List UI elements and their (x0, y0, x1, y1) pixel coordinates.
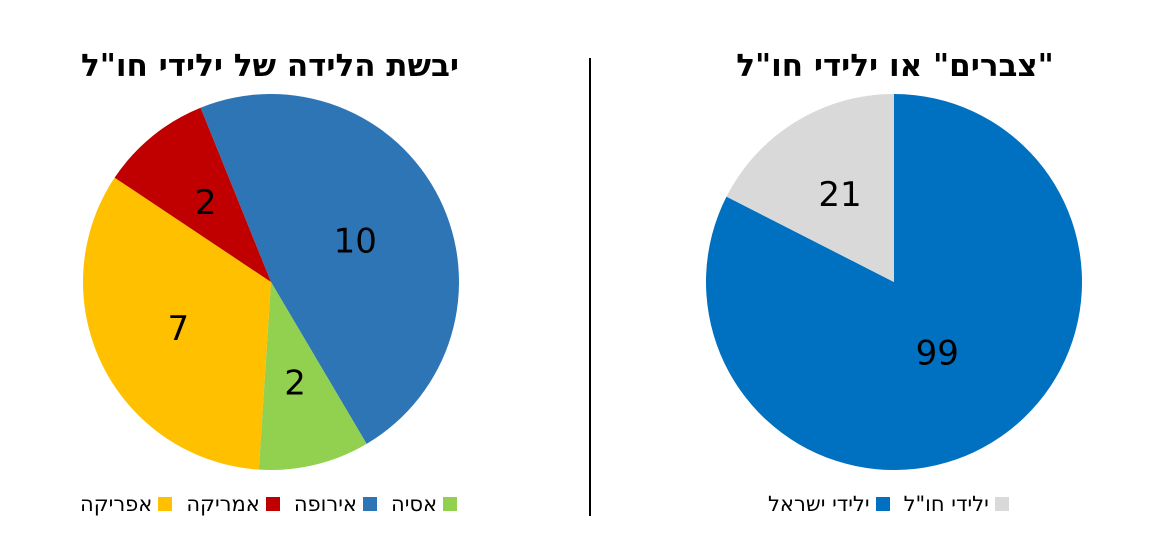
legend-item: אפריקה (80, 492, 173, 516)
legend-label: אסיה (390, 492, 438, 516)
continent-chart-panel: יבשת הלידה של ילידי חו"ל 10 2 7 2 אפריקה אמר… (66, 48, 460, 516)
legend-item: ילידי ישראל (768, 492, 890, 516)
legend-item: אמריקה (186, 492, 280, 516)
legend-item: אירופה (294, 492, 377, 516)
legend-label: ילידי חו"ל (903, 492, 989, 516)
pie-slice (200, 94, 459, 444)
legend-swatch (362, 497, 377, 511)
slice-value-label: 2 (284, 364, 306, 404)
origin-legend: ילידי ישראל ילידי חו"ל (754, 492, 1009, 516)
legend-label: אמריקה (186, 492, 260, 516)
legend-swatch (443, 497, 458, 511)
legend-item: ילידי חו"ל (904, 492, 1009, 516)
chart-divider (589, 58, 591, 516)
continent-legend: אפריקה אמריקה אירופה אסיה (66, 492, 458, 516)
pie-slice (258, 282, 367, 470)
pie-slice (83, 177, 271, 470)
legend-swatch (158, 497, 173, 511)
slice-value-label: 10 (334, 221, 377, 261)
legend-item: אסיה (390, 492, 458, 516)
legend-label: אירופה (293, 492, 357, 516)
slice-value-label: 99 (916, 334, 959, 374)
slice-value-label: 2 (195, 183, 217, 223)
origin-chart-title: "צברים" או ילידי חו"ל (736, 48, 1054, 84)
pie-slice (114, 107, 271, 282)
slice-value-label: 21 (818, 175, 861, 215)
legend-swatch (994, 497, 1009, 511)
legend-label: אפריקה (80, 492, 153, 516)
continent-pie-chart: 10 2 7 2 (83, 94, 459, 470)
legend-swatch (265, 497, 280, 511)
continent-chart-title: יבשת הלידה של ילידי חו"ל (80, 48, 460, 84)
legend-label: ילידי ישראל (768, 492, 870, 516)
legend-swatch (875, 497, 890, 511)
slice-value-label: 7 (167, 309, 189, 349)
origin-chart-panel: "צברים" או ילידי חו"ל 99 21 ילידי ישראל יל… (600, 0, 1157, 555)
pie-slice (726, 94, 894, 282)
origin-pie-chart: 99 21 (706, 94, 1082, 470)
